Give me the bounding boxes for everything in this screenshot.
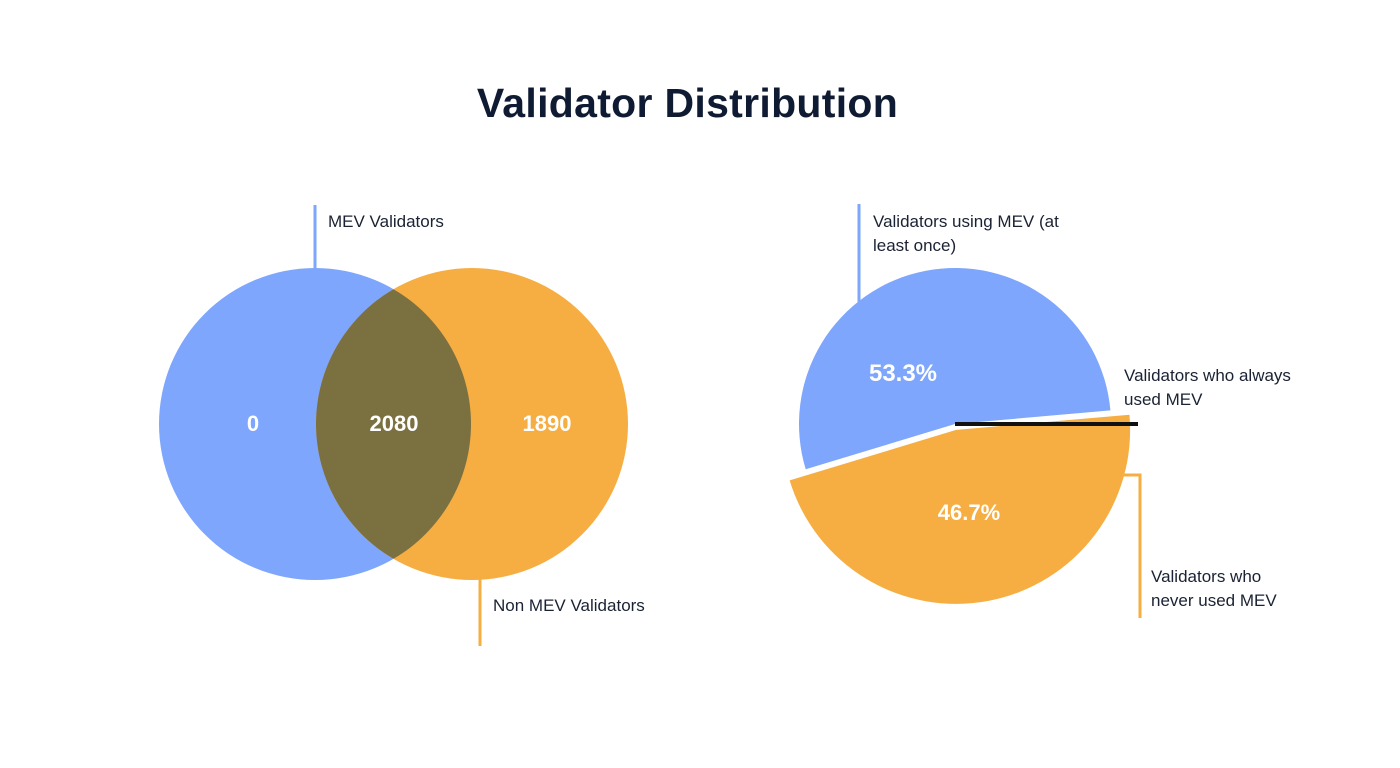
pie-slice-using-mev-label: 53.3% xyxy=(869,360,937,387)
pie-never-leader-line xyxy=(1115,473,1142,618)
pie-legend-never-used-mev: Validators who never used MEV xyxy=(1151,567,1277,610)
pie-slice-never-used-mev xyxy=(789,414,1131,604)
venn-non-mev-only-value: 1890 xyxy=(523,411,572,436)
pie-slice-never-used-mev-label: 46.7% xyxy=(938,500,1000,525)
venn-mev-only-value: 0 xyxy=(247,411,259,436)
chart-title: Validator Distribution xyxy=(476,80,899,126)
pie-annotation-always-used-mev: Validators who always used MEV xyxy=(1124,366,1291,409)
venn-mev-set-label: MEV Validators xyxy=(328,212,444,231)
pie-slice-using-mev xyxy=(799,267,1111,470)
venn-diagram: 0 2080 1890 xyxy=(159,205,628,646)
venn-non-mev-set-label: Non MEV Validators xyxy=(493,596,645,615)
venn-intersection xyxy=(315,289,471,559)
pie-chart: 53.3% 46.7% xyxy=(789,204,1142,618)
venn-intersection-value: 2080 xyxy=(370,411,419,436)
pie-legend-using-mev: Validators using MEV (at least once) xyxy=(873,212,1059,255)
